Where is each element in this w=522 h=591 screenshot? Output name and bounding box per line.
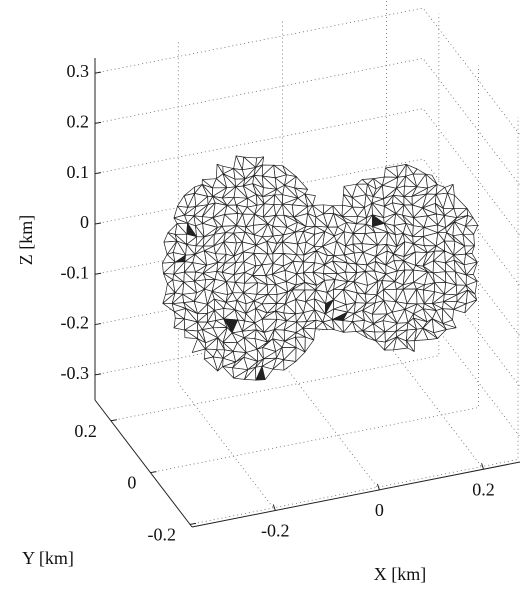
mesh-face: [295, 347, 306, 362]
y-tick: [110, 419, 117, 422]
z-tick-label: -0.1: [61, 262, 90, 282]
grid-line: [94, 158, 521, 287]
z-tick-label: -0.3: [61, 363, 90, 383]
z-tick-label: -0.2: [61, 313, 90, 333]
x-tick-label: 0: [375, 500, 384, 520]
y-axis: [94, 399, 193, 528]
mesh-face: [261, 365, 274, 380]
grid-line: [94, 57, 521, 186]
z-tick: [94, 121, 102, 124]
mesh-face: [184, 329, 198, 340]
mesh-face: [322, 321, 335, 331]
z-tick: [94, 272, 102, 275]
x-tick: [481, 463, 485, 470]
z-tick-label: 0: [80, 212, 89, 232]
z-tick: [94, 373, 102, 376]
y-tick-label: 0.2: [74, 421, 97, 441]
grid-line: [94, 259, 521, 387]
mesh-face: [406, 340, 415, 352]
y-axis-label: Y [km]: [22, 548, 74, 568]
grid-line: [94, 309, 521, 438]
z-tick-label: 0.2: [67, 112, 90, 132]
x-tick: [272, 504, 276, 511]
axes: -0.3 -0.2 -0.1 0 0.1 0.2 0.3 -0.2 0 0.2 -0.2 0 0.2: [61, 58, 521, 545]
mesh: [162, 155, 479, 381]
mesh-face: [453, 194, 468, 209]
x-tick-label: 0.2: [472, 479, 495, 499]
z-tick-label: 0.3: [67, 61, 90, 81]
grid: [94, 0, 521, 525]
z-tick: [94, 323, 102, 326]
grid-line: [94, 208, 521, 337]
z-tick: [94, 222, 102, 225]
mesh-face: [222, 366, 235, 379]
y-tick: [150, 471, 157, 474]
mesh-face: [294, 176, 308, 190]
x-axis-label: X [km]: [374, 564, 427, 584]
z-tick: [94, 172, 102, 175]
y-tick-label: 0: [127, 473, 136, 493]
x-tick: [376, 483, 380, 491]
mesh-face: [304, 336, 315, 353]
x-axis: [191, 461, 521, 528]
mesh-face: [433, 329, 447, 339]
y-tick-label: -0.2: [148, 525, 177, 545]
mesh-face: [464, 299, 478, 314]
mesh-face: [375, 340, 386, 351]
mesh-face: [422, 327, 438, 340]
mesh-face: [442, 323, 457, 330]
y-tick: [189, 522, 197, 525]
z-tick-label: 0.1: [67, 162, 90, 182]
mesh-face: [283, 359, 297, 371]
mesh-face: [191, 338, 206, 353]
mesh-face: [332, 319, 344, 333]
x-tick-label: -0.2: [261, 521, 290, 541]
mesh-face: [393, 336, 408, 351]
z-axis-label: Z [km]: [16, 215, 36, 265]
grid-line: [94, 108, 521, 236]
z-tick: [94, 71, 102, 74]
grid-line: [94, 7, 521, 136]
mesh-face: [362, 330, 376, 342]
